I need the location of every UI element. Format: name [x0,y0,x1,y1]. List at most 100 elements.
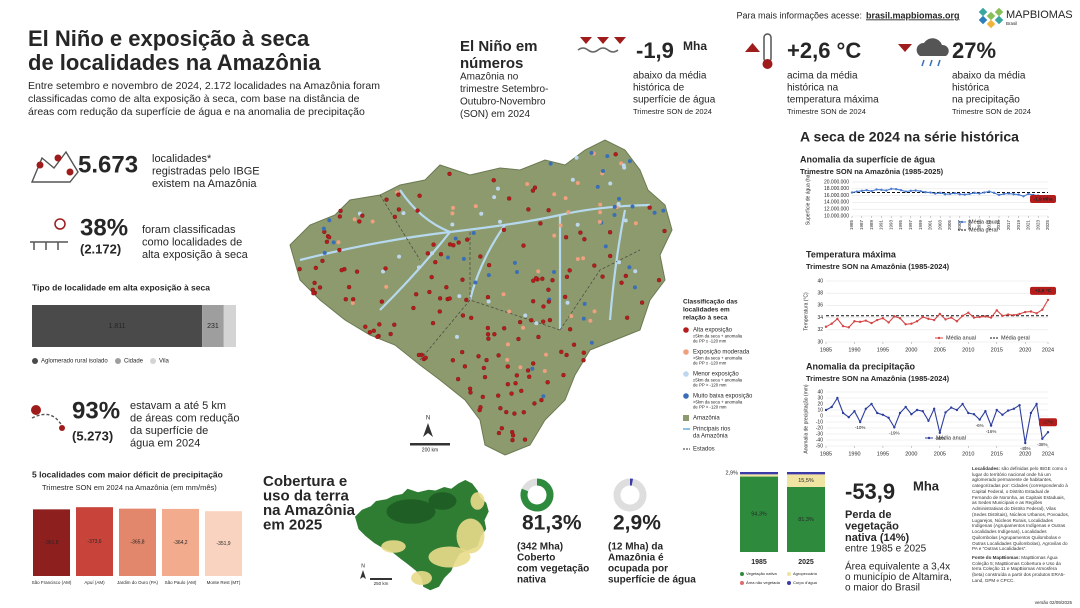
stat-value: 93% [72,397,120,424]
locality-dot [414,292,419,297]
locality-dot [321,226,326,231]
locality-dot [384,197,389,202]
series-point [864,407,868,410]
y-tick-label: 40 [817,278,823,284]
legend-title: Classificação das [683,299,738,306]
series-point [1022,195,1025,198]
x-label: 2025 [798,559,814,566]
series-point [880,188,883,192]
locality-dot [515,270,520,275]
locality-dot [633,269,638,274]
bar-label: -351,9 [216,541,230,547]
locality-dot [571,342,577,347]
series-point [955,320,959,323]
locality-dot [563,235,569,240]
locality-dot [473,204,478,209]
stat-text: na precipitação [952,95,1020,106]
locality-dot [322,250,327,255]
legend-note: de PP ≤ -120 mm [693,339,727,344]
locality-dot [623,273,628,279]
bar-label: 94,3% [751,512,767,518]
locality-dot [505,382,511,387]
series-point [841,324,845,328]
x-tick-label: 1990 [848,451,860,457]
locality-dot [575,222,580,227]
locality-dot [625,315,630,320]
legend-label: Média anual [936,435,966,441]
stat-text: estavam a até 5 km [130,400,226,412]
donut-text: Amazônia é [608,553,664,564]
icon [59,425,65,431]
legend-note: ≤5km da seca + anomalia [693,378,743,383]
locality-dot [467,386,473,391]
section-title: uso da terra [263,487,350,504]
legend-swatch [683,415,689,421]
bar-segment [740,474,778,477]
series-point [894,187,898,191]
locality-dot [327,218,332,223]
x-tick-label: 2020 [1019,347,1031,353]
legend-dot [32,358,38,364]
series-point [968,192,971,196]
series-point [967,311,970,314]
info-text: Para mais informações acesse: [736,10,862,20]
value-label: -27% [1043,419,1054,424]
series-point [983,191,986,194]
loss-text: nativa (14%) [845,532,910,544]
locality-dot [491,178,496,183]
stat-text: de áreas com redução [130,412,239,424]
series-point [961,402,964,406]
x-tick-label: 1993 [888,220,893,231]
x-tick-label: 2001 [928,220,933,231]
land-patch [381,540,406,553]
locality-dot [561,372,566,378]
locality-dot [430,320,436,326]
series-line [825,299,1049,329]
bar-segment [787,486,825,552]
locality-dot [552,233,557,238]
x-tick-label: 1995 [898,220,903,231]
series-point [887,416,890,419]
series-point [876,411,879,415]
info-link[interactable]: brasil.mapbiomas.org [866,10,960,20]
locality-dot [545,380,550,385]
locality-dot [312,280,317,286]
locality-dot [339,268,344,273]
series-point [948,192,952,196]
locality-dot [581,316,586,321]
section-title: El Niño em [460,38,538,55]
land-patch [411,571,432,585]
bar-segment [202,305,224,347]
series-point [932,318,936,322]
locality-dot [310,287,316,293]
section-title: na Amazônia [263,502,356,519]
land-patch [428,492,457,510]
bar [33,509,70,576]
y-axis-label: Anomalia de precipitação (mm) [803,384,809,454]
locality-dot [656,277,662,283]
scale-label: 250 km [374,581,389,586]
x-tick-label: 2025 [1045,220,1050,231]
locality-dot [559,349,564,355]
land-patch [456,518,485,554]
locality-dot [569,314,574,319]
x-tick-label: 2021 [1026,220,1031,231]
logo: MAPBIOMAS [1006,9,1073,21]
series-point [836,317,839,321]
locality-dot [327,235,332,240]
section-subtitle: Amazônia no [460,72,519,83]
series-point [881,413,885,416]
series-point [973,191,976,195]
icon [30,241,68,250]
x-label: 1985 [751,559,767,566]
bar-label: -373,6 [87,539,101,545]
series-point [909,189,912,193]
locality-dot [550,278,555,283]
locality-dot [486,299,491,304]
stat-text: superfície de água [633,95,716,106]
locality-dot [527,374,532,379]
series-point [858,320,862,324]
legend-title: localidades em [683,307,730,314]
legend-swatch [927,436,931,440]
locality-dot [567,268,572,273]
